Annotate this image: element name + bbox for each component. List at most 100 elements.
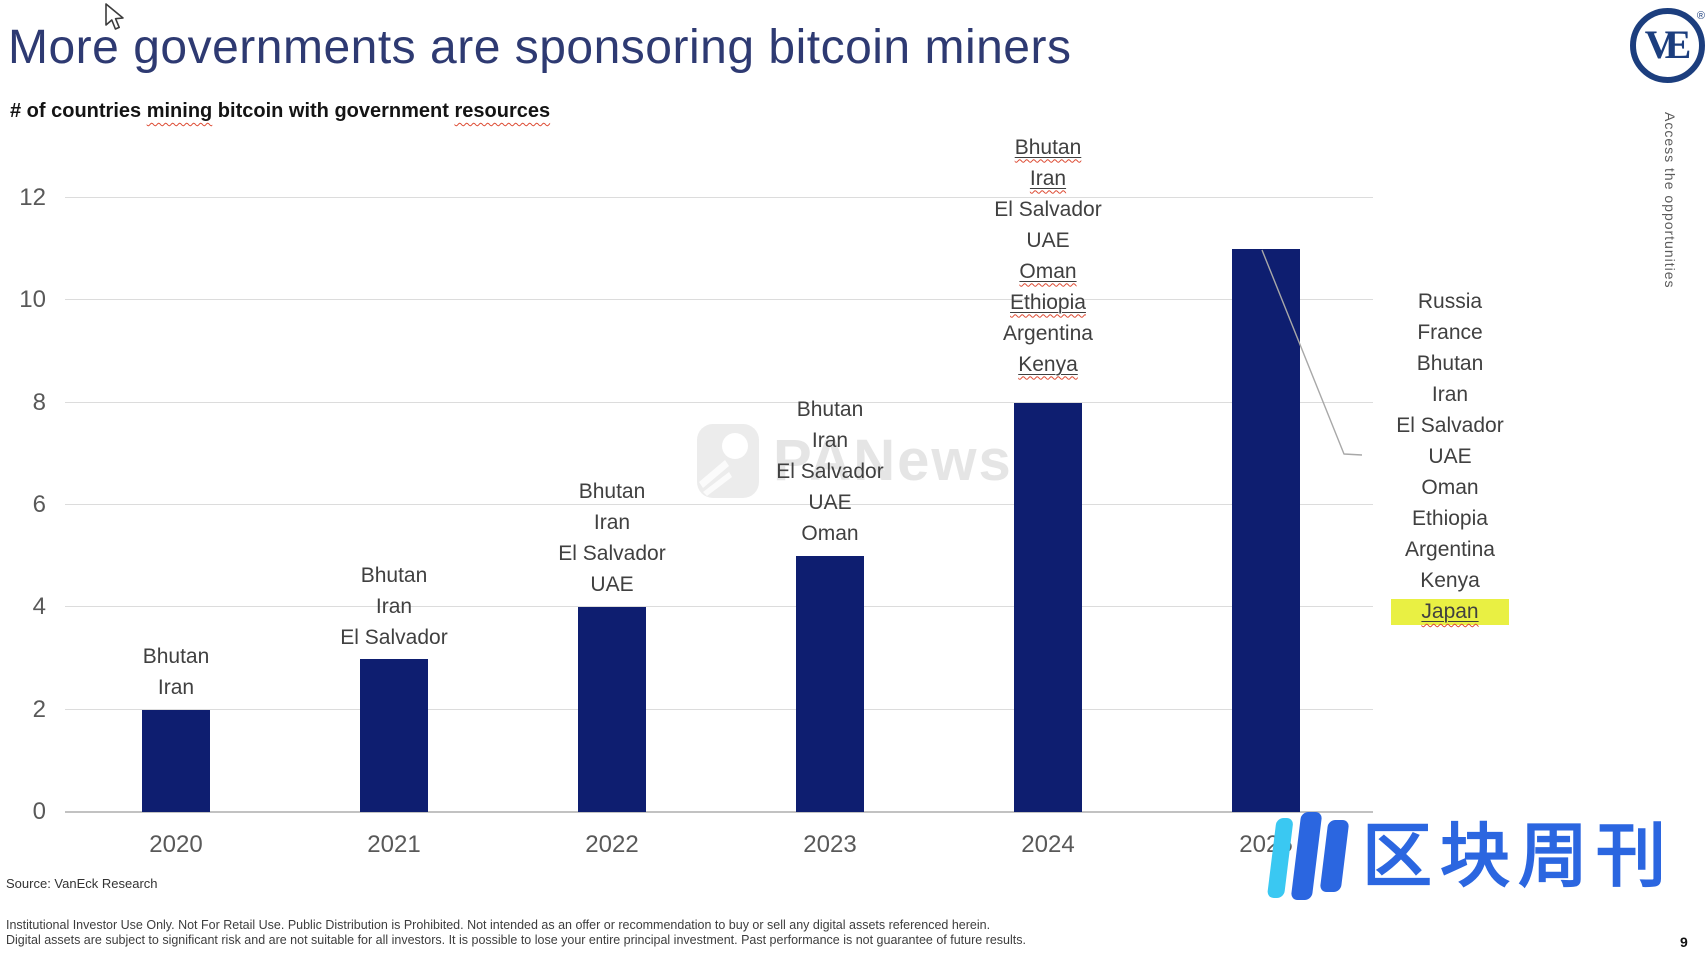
country-label-text: UAE xyxy=(808,491,852,515)
country-label-text: Kenya xyxy=(1420,569,1480,592)
country-label: Bhutan xyxy=(1310,348,1590,379)
country-label-text: Oman xyxy=(801,522,859,546)
disclaimer-line-2: Digital assets are subject to significan… xyxy=(6,933,1026,947)
y-axis-tick-label: 8 xyxy=(32,388,46,416)
country-label-text: Bhutan xyxy=(1015,136,1082,159)
country-label: UAE xyxy=(908,225,1188,256)
y-gridline xyxy=(65,401,1373,403)
country-label-text: Iran xyxy=(1029,166,1067,190)
y-axis-tick-label: 6 xyxy=(32,491,46,518)
country-label-text: Ethiopia xyxy=(1010,291,1086,314)
country-label: El Salvador xyxy=(690,456,970,487)
country-label: France xyxy=(1310,317,1590,348)
y-gridline xyxy=(65,504,1373,505)
country-label: Iran xyxy=(1310,379,1590,410)
country-label: Bhutan xyxy=(254,560,534,591)
country-label-text: Oman xyxy=(1019,259,1077,283)
country-label-text: Iran xyxy=(811,429,849,453)
bar-country-list-2024: Bhutan Iran El Salvador UAE Oman Ethiopia Arge… xyxy=(908,132,1188,380)
country-label-text: Bhutan xyxy=(360,563,428,587)
country-label-text: Japan xyxy=(1421,600,1479,623)
blockweekly-logo-icon xyxy=(1266,812,1356,900)
y-axis-tick-label: 2 xyxy=(32,695,46,723)
country-label-text: Bhutan xyxy=(142,644,210,668)
country-label-text: Ethiopia xyxy=(1010,290,1086,314)
y-axis-tick-label: 10 xyxy=(19,286,46,314)
country-label: UAE xyxy=(690,487,970,518)
country-label-text: Bhutan xyxy=(796,398,864,422)
country-label-text: El Salvador xyxy=(1396,414,1504,437)
x-axis-tick-label: 2023 xyxy=(803,831,857,858)
registered-trademark-icon: ® xyxy=(1696,10,1705,22)
disclaimer-line-1: Institutional Investor Use Only. Not For… xyxy=(6,918,991,932)
country-label-text: Iran xyxy=(1431,383,1469,406)
country-label: Bhutan xyxy=(36,641,316,672)
y-axis-tick-label: 12 xyxy=(19,184,46,211)
bar-country-list-2020: Bhutan Iran xyxy=(36,641,316,703)
country-label-text: Iran xyxy=(593,511,631,535)
country-label-text: El Salvador xyxy=(558,542,666,566)
country-label-text: Oman xyxy=(1421,476,1479,499)
country-label-text: UAE xyxy=(1428,445,1472,468)
country-label: Argentina xyxy=(908,318,1188,349)
slide-title: More governments are sponsoring bitcoin … xyxy=(8,21,1072,74)
country-label-text: Kenya xyxy=(1018,353,1078,376)
country-label-text: France xyxy=(1417,321,1483,344)
country-label: Oman xyxy=(1310,472,1590,503)
country-label-text: Bhutan xyxy=(1014,135,1082,159)
x-axis-tick-label: 2020 xyxy=(149,831,203,858)
country-label: Kenya xyxy=(1310,565,1590,596)
x-axis-tick-label: 2021 xyxy=(367,831,421,858)
country-label-text: UAE xyxy=(590,573,634,597)
country-label-text: Kenya xyxy=(1018,352,1078,376)
country-label: Iran xyxy=(690,425,970,456)
subtitle-word-misspelled: resources xyxy=(454,100,551,122)
subtitle-text: bitcoin with government xyxy=(212,100,455,122)
country-label: Oman xyxy=(908,256,1188,287)
country-label: Iran xyxy=(254,591,534,622)
y-gridline xyxy=(65,708,1373,710)
subtitle-text: # of countries xyxy=(10,100,147,122)
country-label: UAE xyxy=(472,569,752,600)
country-label-text: El Salvador xyxy=(340,625,448,649)
chart-subtitle: # of countries mining bitcoin with gover… xyxy=(10,100,550,123)
mouse-cursor-icon xyxy=(105,3,124,30)
country-label: El Salvador xyxy=(254,622,534,653)
country-label-text: Russia xyxy=(1417,290,1483,313)
country-label-text: Oman xyxy=(1019,260,1076,283)
country-label-text: Argentina xyxy=(1003,321,1093,345)
y-gridline xyxy=(65,606,1373,608)
bar-2020 xyxy=(142,709,210,812)
country-label: UAE xyxy=(1310,441,1590,472)
country-label: El Salvador xyxy=(1310,410,1590,441)
vaneck-logo: VE ® xyxy=(1630,8,1705,83)
blockweekly-watermark-text: 区块周刊 xyxy=(1362,815,1674,897)
y-axis-tick-label: 4 xyxy=(32,593,46,621)
x-axis-line xyxy=(65,811,1373,813)
subtitle-word-misspelled: mining xyxy=(146,100,213,122)
country-label-text: Iran xyxy=(157,675,195,699)
bar-2025 xyxy=(1232,249,1300,812)
page-number: 9 xyxy=(1680,934,1688,950)
y-gridline xyxy=(65,197,1373,198)
country-label: Japan xyxy=(1310,596,1590,627)
bar-country-list-2023: Bhutan Iran El Salvador UAE Oman xyxy=(690,394,970,549)
country-label: Bhutan xyxy=(472,476,752,507)
country-label: Iran xyxy=(36,672,316,703)
country-label-text: Iran xyxy=(375,594,413,618)
blockweekly-watermark: 区块周刊 xyxy=(1266,812,1674,900)
country-label-text: Iran xyxy=(1030,167,1066,190)
country-label-text: Ethiopia xyxy=(1412,507,1488,530)
country-label: Oman xyxy=(690,518,970,549)
country-label: Iran xyxy=(908,163,1188,194)
country-label-text: UAE xyxy=(1026,228,1070,252)
country-label: Bhutan xyxy=(908,132,1188,163)
y-gridline xyxy=(65,299,1373,301)
bar-2022 xyxy=(578,607,646,812)
bar-2021 xyxy=(360,658,428,812)
country-label-text: El Salvador xyxy=(994,197,1102,221)
country-label: Russia xyxy=(1310,286,1590,317)
country-label-text: Argentina xyxy=(1405,538,1495,561)
